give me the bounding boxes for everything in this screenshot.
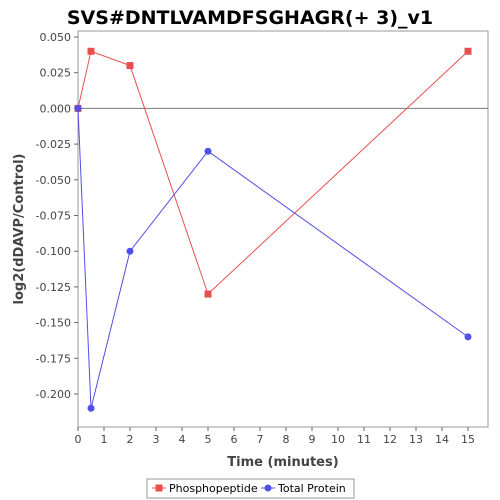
data-point-total-protein [464,333,472,341]
legend-marker-phosphopeptide [155,484,163,492]
data-point-phosphopeptide [464,47,472,55]
legend-box [146,478,355,499]
y-tick-label: 0.050 [40,31,72,44]
x-tick-label: 14 [435,433,449,446]
x-tick-label: 10 [331,433,345,446]
data-point-phosphopeptide [204,290,212,298]
y-tick-label: 0.000 [40,102,72,115]
data-point-total-protein [74,104,82,112]
y-tick-label: -0.175 [36,352,71,365]
chart-title: SVS#DNTLVAMDFSGHAGR(+ 3)_v1 [67,7,433,29]
y-tick-label: -0.050 [36,174,71,187]
x-tick-label: 6 [231,433,238,446]
y-tick-label: -0.200 [36,388,71,401]
x-axis: 0 1 2 3 4 5 6 7 8 9 10 11 12 13 14 15 [75,427,475,446]
x-tick-label: 13 [409,433,423,446]
legend-label-total-protein: Total Protein [277,482,346,495]
data-point-phosphopeptide [87,47,95,55]
legend: Phosphopeptide Total Protein [146,478,355,499]
series-layer [74,47,472,412]
x-tick-label: 3 [153,433,160,446]
x-tick-label: 9 [309,433,316,446]
y-tick-label: -0.100 [36,245,71,258]
y-tick-label: -0.075 [36,210,71,223]
x-tick-label: 11 [357,433,371,446]
legend-marker-total-protein [264,484,272,492]
x-tick-label: 2 [127,433,134,446]
x-tick-label: 8 [283,433,290,446]
y-tick-label: -0.150 [36,317,71,330]
y-tick-label: -0.025 [36,138,71,151]
y-axis-label: log2(dDAVP/Control) [12,154,27,305]
data-point-phosphopeptide [126,62,134,70]
legend-label-phosphopeptide: Phosphopeptide [169,482,258,495]
y-tick-label: 0.025 [40,67,72,80]
x-tick-label: 5 [205,433,212,446]
y-tick-label: -0.125 [36,281,71,294]
data-point-total-protein [87,404,95,412]
x-tick-label: 0 [75,433,82,446]
x-tick-label: 12 [383,433,397,446]
x-tick-label: 1 [101,433,108,446]
y-axis: 0.050 0.025 0.000 -0.025 -0.050 -0.075 -0.100 -… [36,31,78,401]
x-tick-label: 15 [461,433,475,446]
x-tick-label: 4 [179,433,186,446]
data-point-total-protein [204,147,212,155]
data-point-total-protein [126,247,134,255]
x-tick-label: 7 [257,433,264,446]
x-axis-label: Time (minutes) [227,455,338,470]
